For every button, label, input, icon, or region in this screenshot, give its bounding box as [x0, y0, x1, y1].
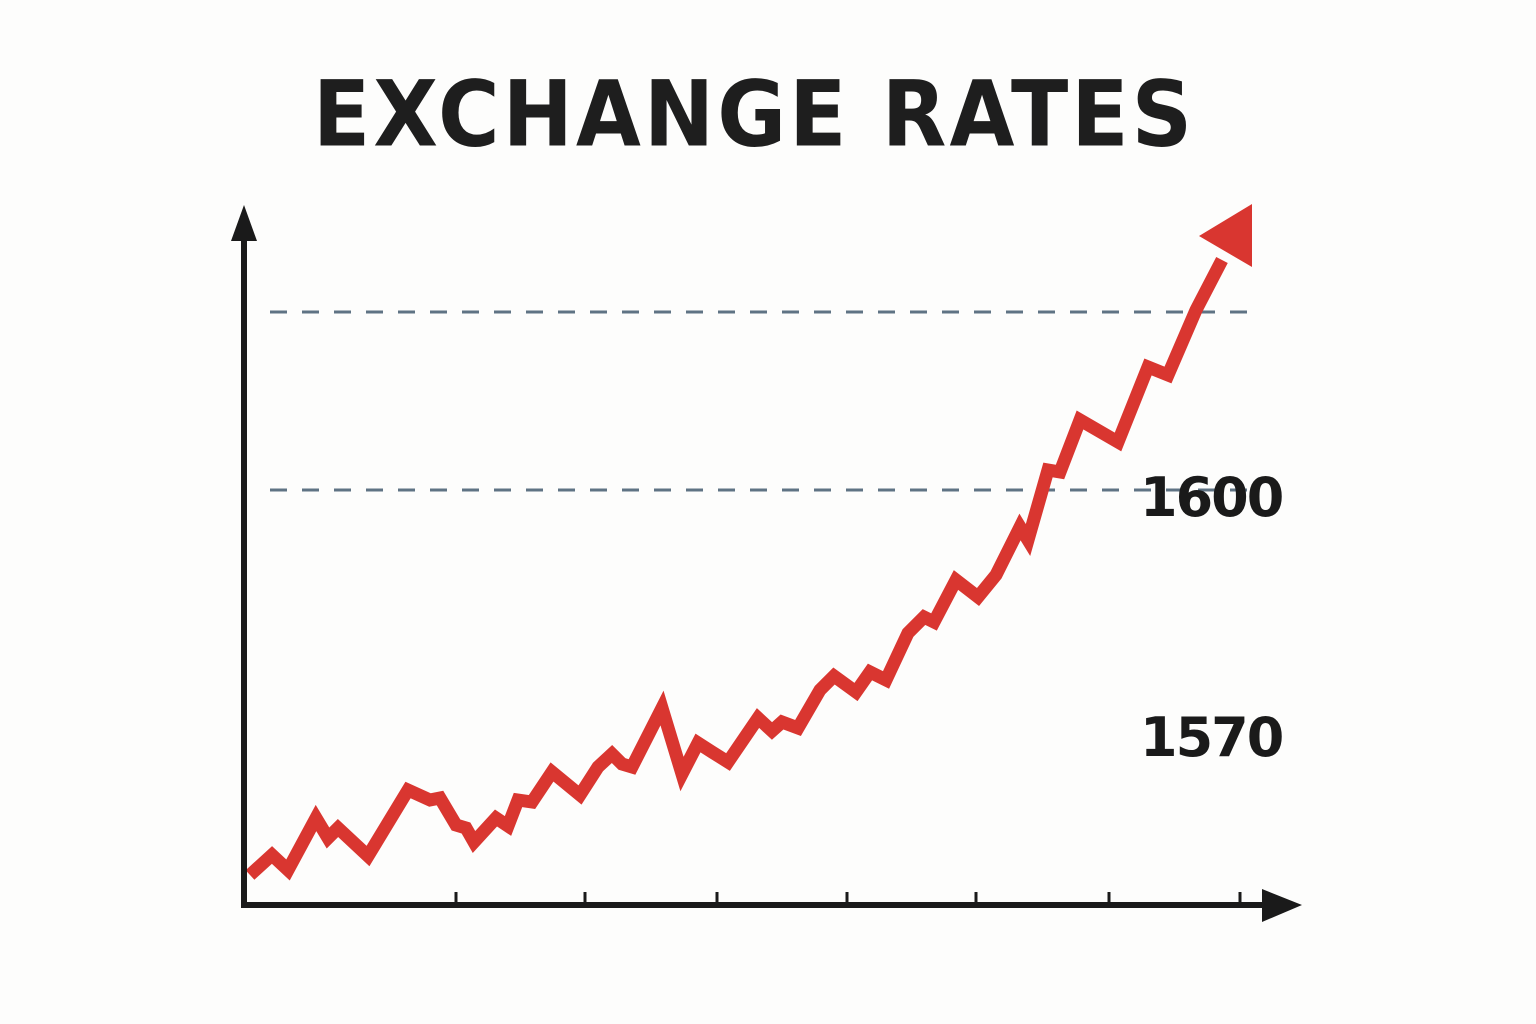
y-label-1570: 1570	[1140, 706, 1282, 769]
arrow-up-icon	[1199, 204, 1252, 267]
x-tick	[1107, 892, 1111, 904]
x-axis-arrow-icon	[1262, 889, 1302, 922]
chart-title: EXCHANGE RATES	[312, 61, 1196, 167]
x-tick	[715, 892, 719, 904]
y-axis	[231, 205, 257, 908]
series-line	[245, 204, 1252, 881]
x-ticks	[454, 892, 1242, 904]
x-tick	[1238, 892, 1242, 904]
x-tick	[974, 892, 978, 904]
gridlines	[270, 310, 1250, 492]
x-axis	[241, 889, 1302, 922]
x-tick	[454, 892, 458, 904]
y-label-1600: 1600	[1140, 466, 1282, 529]
x-tick	[845, 892, 849, 904]
y-axis-arrow-icon	[231, 205, 257, 241]
x-tick	[583, 892, 587, 904]
